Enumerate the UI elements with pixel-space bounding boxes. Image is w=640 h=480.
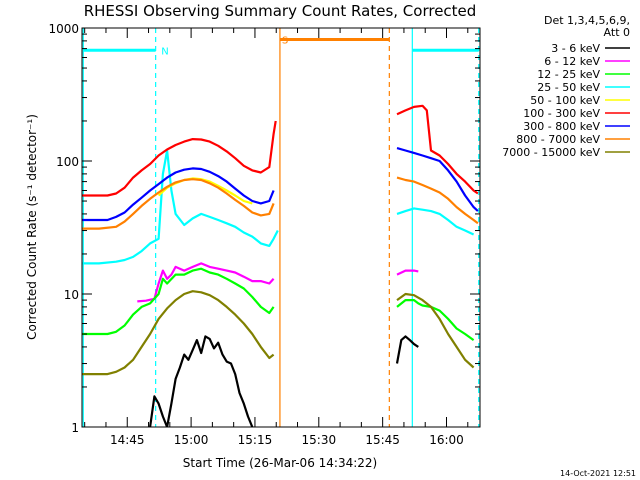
x-tick-label: 15:30 — [302, 433, 337, 447]
x-tick-label: 15:45 — [365, 433, 400, 447]
legend-label: 300 - 800 keV — [523, 120, 600, 133]
x-tick-label: 14:45 — [110, 433, 145, 447]
timestamp: 14-Oct-2021 12:51 — [560, 469, 636, 478]
legend-label: 12 - 25 keV — [537, 68, 600, 81]
x-axis-label: Start Time (26-Mar-06 14:34:22) — [183, 456, 377, 470]
plot-frame — [81, 27, 481, 428]
x-tick-label: 15:00 — [174, 433, 209, 447]
series-line-9 — [82, 290, 275, 376]
series-line-7 — [82, 167, 275, 222]
y-axis-label: Corrected Count Rate (s⁻¹ detector⁻¹) — [25, 114, 39, 340]
chart-title: RHESSI Observing Summary Count Rates, Co… — [84, 2, 477, 20]
plot-area: NS — [82, 28, 480, 427]
series-line-8 — [82, 178, 275, 230]
x-tick-label: 15:15 — [238, 433, 273, 447]
series-line-2 — [396, 269, 419, 276]
series-line-2 — [137, 262, 275, 303]
series-line-8 — [396, 176, 479, 225]
y-axis: 1 10 100 1000 — [48, 22, 480, 435]
y-tick-label: 100 — [56, 155, 79, 169]
series-line-3 — [82, 267, 275, 336]
series-line-6 — [82, 120, 277, 197]
y-tick-label: 1 — [71, 421, 79, 435]
legend-header: Det 1,3,4,5,6,9, — [544, 14, 630, 27]
legend-label: 50 - 100 keV — [530, 94, 600, 107]
legend-label: 100 - 300 keV — [523, 107, 600, 120]
legend-header: Att 0 — [604, 26, 630, 39]
series-line-1 — [395, 335, 419, 364]
legend-label: 6 - 12 keV — [544, 55, 600, 68]
y-tick-label: 10 — [64, 288, 79, 302]
series-line-7 — [396, 147, 479, 212]
y-tick-label: 1000 — [48, 22, 79, 36]
series-line-4 — [396, 207, 475, 236]
legend-label: 25 - 50 keV — [537, 81, 600, 94]
series-line-6 — [396, 104, 479, 195]
x-tick-label: 16:00 — [429, 433, 464, 447]
interval-flag-label: N — [161, 46, 168, 57]
legend-label: 7000 - 15000 keV — [502, 146, 600, 159]
series-line-4 — [82, 149, 279, 265]
series-group — [82, 28, 480, 427]
interval-flag-label: S — [282, 35, 288, 46]
legend-label: 3 - 6 keV — [551, 42, 600, 55]
x-axis: 14:45 15:00 15:15 15:30 15:45 16:00 — [84, 28, 469, 447]
series-line-1 — [149, 335, 254, 427]
series-line-9 — [396, 292, 475, 369]
legend-label: 800 - 7000 keV — [516, 133, 600, 146]
